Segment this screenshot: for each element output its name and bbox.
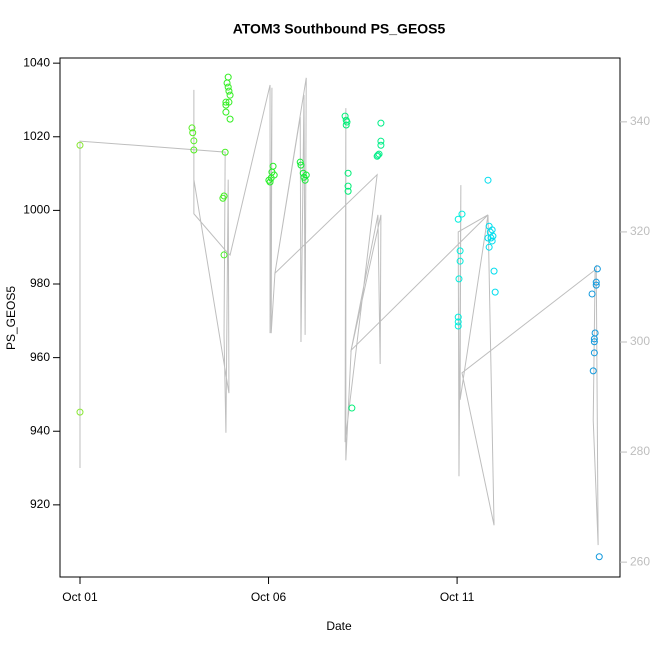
data-point: [377, 137, 385, 145]
data-point: [344, 169, 352, 177]
y2-tick-label: 280: [630, 444, 650, 458]
data-point: [484, 176, 492, 184]
data-point: [190, 137, 198, 145]
data-point: [225, 87, 233, 95]
y-tick-label: 980: [30, 276, 50, 290]
data-point: [454, 313, 462, 321]
data-point: [592, 278, 600, 286]
data-point: [590, 338, 598, 346]
y-tick-label: 940: [30, 423, 50, 437]
data-point: [270, 171, 278, 179]
x-tick-label: Oct 11: [440, 590, 475, 604]
data-point: [222, 98, 230, 106]
y-tick-label: 960: [30, 350, 50, 364]
data-point: [189, 129, 197, 137]
data-point: [224, 73, 232, 81]
data-point: [373, 152, 381, 160]
data-point: [224, 83, 232, 91]
data-point: [222, 108, 230, 116]
data-point: [219, 194, 227, 202]
data-point: [226, 115, 234, 123]
y2-tick-label: 260: [630, 554, 650, 568]
x-tick-label: Oct 06: [251, 590, 287, 604]
data-point: [593, 265, 601, 273]
data-point: [344, 187, 352, 195]
data-point: [301, 176, 309, 184]
data-point: [456, 257, 464, 265]
data-point: [266, 178, 274, 186]
data-point: [76, 408, 84, 416]
data-point: [225, 98, 233, 106]
data-point: [491, 288, 499, 296]
data-point: [592, 281, 600, 289]
y2-tick-label: 300: [630, 334, 650, 348]
data-point: [220, 251, 228, 259]
x-tick-label: Oct 01: [62, 590, 98, 604]
data-line: [79, 77, 599, 546]
data-point: [226, 91, 234, 99]
chart-title: ATOM3 Southbound PS_GEOS5: [233, 21, 446, 37]
data-point: [76, 141, 84, 149]
data-point: [591, 329, 599, 337]
data-point: [456, 247, 464, 255]
data-point: [377, 141, 385, 149]
data-point: [488, 226, 496, 234]
data-point: [588, 290, 596, 298]
data-point: [297, 161, 305, 169]
data-point: [458, 210, 466, 218]
data-point: [484, 234, 492, 242]
data-point: [377, 119, 385, 127]
data-point: [589, 367, 597, 375]
data-point: [341, 112, 349, 120]
data-point: [595, 553, 603, 561]
data-point: [455, 275, 463, 283]
y-tick-label: 1000: [23, 203, 50, 217]
y-tick-label: 1040: [23, 55, 50, 69]
plot-frame: [59, 57, 621, 578]
y-tick-label: 920: [30, 497, 50, 511]
data-point: [454, 322, 462, 330]
y2-tick-label: 320: [630, 224, 650, 238]
data-point: [343, 118, 351, 126]
data-point: [265, 176, 273, 184]
data-point: [374, 151, 382, 159]
data-point: [348, 404, 356, 412]
data-point: [590, 349, 598, 357]
data-point: [223, 79, 231, 87]
data-point: [296, 158, 304, 166]
data-point: [342, 121, 350, 129]
data-point: [221, 148, 229, 156]
y-tick-label: 1020: [23, 129, 50, 143]
data-point: [344, 182, 352, 190]
data-point: [188, 124, 196, 132]
y2-tick-label: 340: [630, 114, 650, 128]
data-point: [269, 162, 277, 170]
data-point: [454, 318, 462, 326]
x-axis-label: Date: [326, 619, 352, 633]
y-axis-label: PS_GEOS5: [4, 286, 18, 350]
data-point: [454, 215, 462, 223]
data-point: [490, 267, 498, 275]
data-point: [302, 171, 310, 179]
data-point: [485, 243, 493, 251]
data-point: [190, 146, 198, 154]
data-point: [375, 150, 383, 158]
